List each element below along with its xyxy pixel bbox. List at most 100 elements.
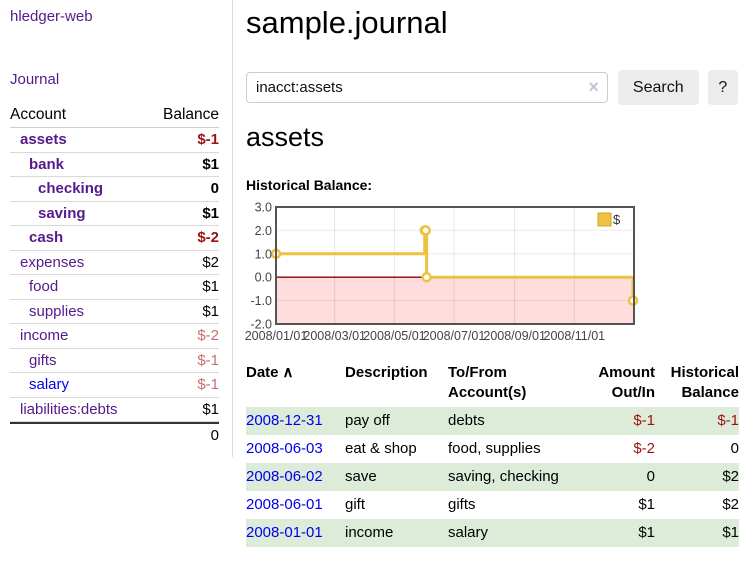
transaction-amount: $1 xyxy=(638,496,655,513)
account-link-salary[interactable]: salary xyxy=(29,376,70,394)
account-link-food[interactable]: food xyxy=(29,278,59,296)
account-link-liabilities-debts[interactable]: liabilities:debts xyxy=(20,400,118,418)
transaction-amount: $1 xyxy=(638,524,655,541)
register-table: Date ∧ Description To/From Account(s) Amo… xyxy=(246,360,739,547)
transaction-description: gift xyxy=(345,496,366,513)
transaction-amount: $-2 xyxy=(633,440,655,457)
transaction-accounts: salary xyxy=(448,524,489,541)
transaction-amount: $-1 xyxy=(633,412,655,429)
date-column-header[interactable]: Date ∧ xyxy=(246,364,294,381)
account-balance: $1 xyxy=(202,400,219,418)
transaction-balance: $-1 xyxy=(717,412,739,429)
transaction-balance: 0 xyxy=(730,440,739,457)
svg-text:1.0: 1.0 xyxy=(255,247,272,261)
transaction-date-link[interactable]: 2008-06-03 xyxy=(246,440,323,457)
transaction-balance: $2 xyxy=(722,496,739,513)
help-button[interactable]: ? xyxy=(707,70,738,105)
transaction-accounts: saving, checking xyxy=(448,468,559,485)
account-link-expenses[interactable]: expenses xyxy=(20,253,85,271)
transaction-row: 2008-06-03 eat & shop food, supplies $-2 0 xyxy=(246,435,739,463)
transaction-row: 2008-12-31 pay off debts $-1 $-1 xyxy=(246,407,739,435)
account-balance: $1 xyxy=(202,155,219,173)
account-balance: $-1 xyxy=(197,131,219,149)
transaction-row: 2008-06-01 gift gifts $1 $2 xyxy=(246,491,739,519)
amount-column-header: Amount Out/In xyxy=(598,364,655,401)
search-input[interactable] xyxy=(246,72,608,103)
account-row: supplies $1 xyxy=(10,300,219,324)
account-row: checking 0 xyxy=(10,177,219,202)
account-balance: $-1 xyxy=(197,376,219,394)
svg-text:2008/03/01: 2008/03/01 xyxy=(303,329,366,343)
account-balance: $-1 xyxy=(197,351,219,369)
account-balance: $-2 xyxy=(197,327,219,345)
sidebar: hledger-web Journal Account Balance asse… xyxy=(0,0,233,457)
accounts-table: Account Balance assets $-1 bank $1 checking 0… xyxy=(10,102,219,447)
register-header-row: Date ∧ Description To/From Account(s) Amo… xyxy=(246,360,739,407)
search-bar: × Search ? xyxy=(246,70,738,105)
svg-text:-2.0: -2.0 xyxy=(250,318,272,332)
balance-column-header: Balance xyxy=(162,105,219,123)
account-link-saving[interactable]: saving xyxy=(38,204,86,222)
account-link-gifts[interactable]: gifts xyxy=(29,351,57,369)
svg-text:-1.0: -1.0 xyxy=(250,294,272,308)
account-balance: $-2 xyxy=(197,229,219,247)
svg-text:2.0: 2.0 xyxy=(255,224,272,238)
accounts-rows: assets $-1 bank $1 checking 0 saving $1 cash $-2 e… xyxy=(10,128,219,422)
transaction-description: save xyxy=(345,468,377,485)
account-link-supplies[interactable]: supplies xyxy=(29,302,85,320)
accounts-total-row: 0 xyxy=(10,422,219,447)
sidebar-item-journal[interactable]: Journal xyxy=(10,71,60,88)
accounts-table-header: Account Balance xyxy=(10,102,219,128)
account-link-checking[interactable]: checking xyxy=(38,180,104,198)
svg-text:2008/11/01: 2008/11/01 xyxy=(544,329,606,343)
account-column-header: Account xyxy=(10,105,67,123)
search-button[interactable]: Search xyxy=(617,70,699,105)
svg-text:2008/05/01: 2008/05/01 xyxy=(363,329,426,343)
account-row: saving $1 xyxy=(10,202,219,226)
transaction-date-link[interactable]: 2008-12-31 xyxy=(246,412,323,429)
transaction-date-link[interactable]: 2008-06-02 xyxy=(246,468,323,485)
transaction-description: pay off xyxy=(345,412,390,429)
account-link-cash[interactable]: cash xyxy=(29,229,64,247)
transaction-row: 2008-01-01 income salary $1 $1 xyxy=(246,519,739,547)
balance-column-header-main: Historical Balance xyxy=(670,364,739,401)
account-row: salary $-1 xyxy=(10,373,219,398)
transaction-accounts: food, supplies xyxy=(448,440,541,457)
account-row: gifts $-1 xyxy=(10,349,219,373)
account-link-assets[interactable]: assets xyxy=(20,131,67,149)
app-brand-link[interactable]: hledger-web xyxy=(10,8,93,25)
sort-asc-icon: ∧ xyxy=(282,364,294,381)
account-row: assets $-1 xyxy=(10,128,219,153)
transaction-balance: $2 xyxy=(722,468,739,485)
account-balance: $1 xyxy=(202,302,219,320)
svg-text:2008/01/01: 2008/01/01 xyxy=(245,329,308,343)
transaction-date-link[interactable]: 2008-01-01 xyxy=(246,524,323,541)
transaction-accounts: debts xyxy=(448,412,485,429)
transaction-description: eat & shop xyxy=(345,440,417,457)
transaction-date-link[interactable]: 2008-06-01 xyxy=(246,496,323,513)
transaction-balance: $1 xyxy=(722,524,739,541)
transaction-accounts: gifts xyxy=(448,496,476,513)
account-row: food $1 xyxy=(10,275,219,300)
transaction-description: income xyxy=(345,524,394,541)
description-column-header: Description xyxy=(345,364,428,381)
account-row: expenses $2 xyxy=(10,251,219,275)
svg-text:0.0: 0.0 xyxy=(255,271,272,285)
chart-title: Historical Balance: xyxy=(246,177,373,193)
page-title: sample.journal xyxy=(246,5,448,40)
account-row: bank $1 xyxy=(10,153,219,177)
account-balance: $1 xyxy=(202,278,219,296)
accounts-column-header: To/From Account(s) xyxy=(448,364,527,401)
svg-text:$: $ xyxy=(613,212,621,227)
chart-canvas: $3.0 2.0 1.0 0.0 -1.0 -2.02008/01/012008/03/0… xyxy=(245,201,639,343)
clear-search-icon[interactable]: × xyxy=(588,77,599,97)
account-link-bank[interactable]: bank xyxy=(29,155,65,173)
svg-text:3.0: 3.0 xyxy=(255,201,272,215)
account-balance: 0 xyxy=(210,180,219,198)
search-box: × xyxy=(246,70,608,103)
account-link-income[interactable]: income xyxy=(20,327,69,345)
account-balance: $2 xyxy=(202,253,219,271)
account-row: liabilities:debts $1 xyxy=(10,398,219,422)
transaction-row: 2008-06-02 save saving, checking 0 $2 xyxy=(246,463,739,491)
account-row: cash $-2 xyxy=(10,226,219,251)
